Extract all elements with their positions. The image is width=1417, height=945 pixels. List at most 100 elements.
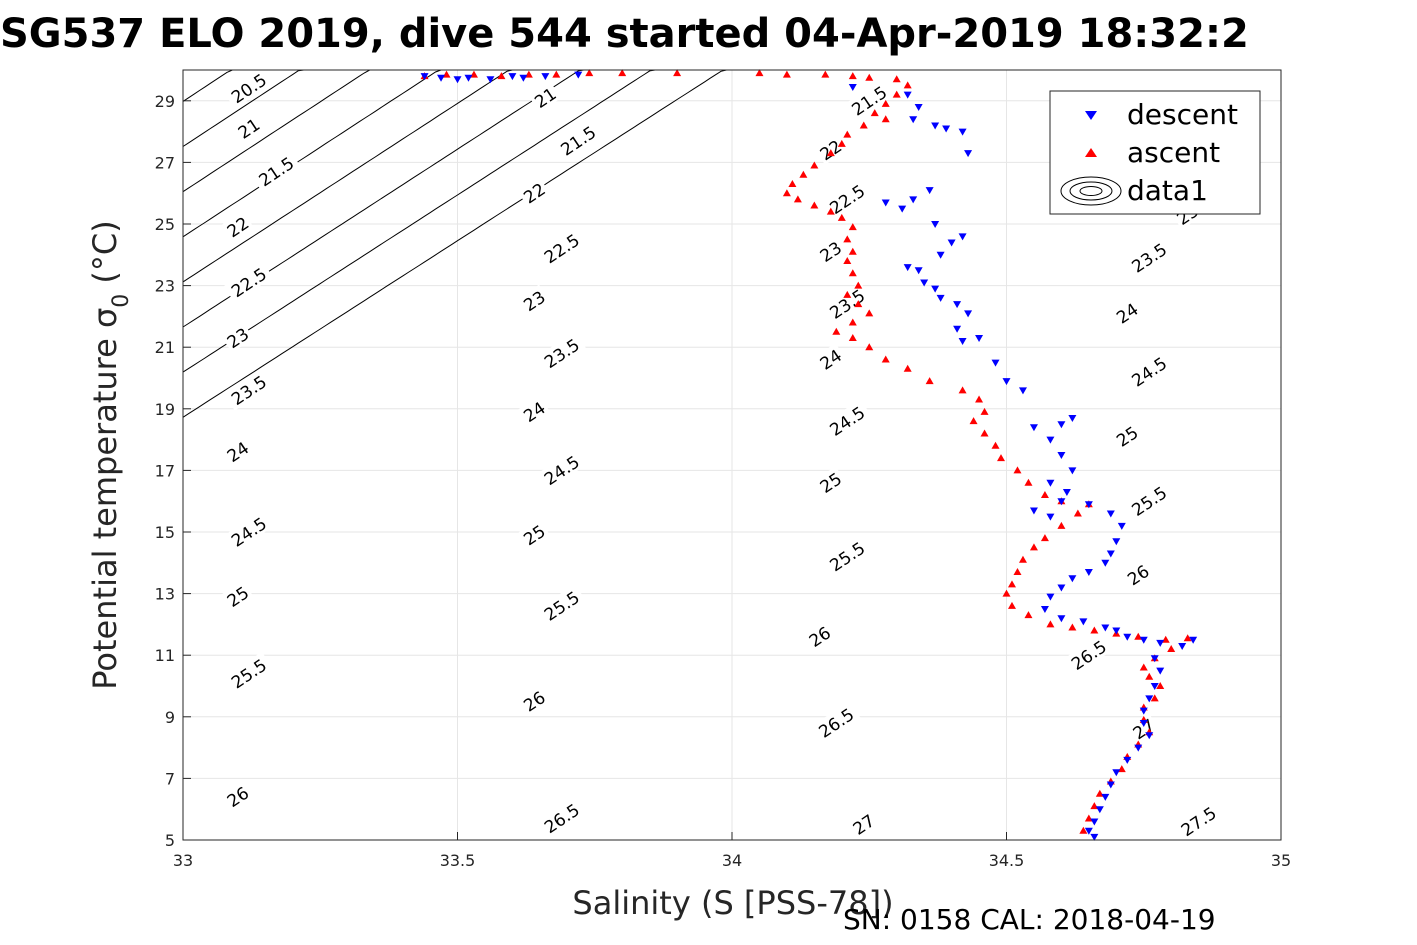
y-tick-label: 27 bbox=[155, 153, 175, 172]
contour-label-background bbox=[251, 149, 301, 192]
contour-label-background bbox=[536, 796, 586, 839]
contour-label-background bbox=[1173, 799, 1223, 842]
descent-point bbox=[975, 334, 984, 342]
ascent-point bbox=[618, 69, 627, 77]
contour-label-background bbox=[553, 118, 603, 162]
ascent-point bbox=[1007, 601, 1016, 609]
legend-descent-marker bbox=[1085, 111, 1097, 120]
ascent-point bbox=[832, 327, 841, 335]
descent-point bbox=[931, 122, 940, 130]
ascent-point bbox=[997, 454, 1006, 462]
ascent-point bbox=[848, 223, 857, 231]
contour-label-background bbox=[802, 620, 836, 652]
ascent-point bbox=[892, 75, 901, 83]
isopycnal-line bbox=[182, 69, 732, 418]
descent-point bbox=[1106, 510, 1115, 518]
legend: descent ascent data1 bbox=[1049, 90, 1261, 215]
contour-label-background bbox=[846, 808, 880, 840]
contour-label-background bbox=[813, 133, 847, 165]
ascent-point bbox=[1068, 623, 1077, 631]
descent-point bbox=[958, 338, 967, 346]
grid bbox=[182, 70, 1282, 841]
descent-point bbox=[508, 73, 517, 81]
descent-point bbox=[925, 187, 934, 195]
descent-point bbox=[1101, 793, 1110, 801]
ascent-point bbox=[1057, 521, 1066, 529]
descent-point bbox=[1057, 615, 1066, 623]
ascent-point bbox=[552, 70, 561, 78]
descent-point bbox=[1106, 550, 1115, 558]
ascent-point bbox=[788, 179, 797, 187]
contour-label-background bbox=[223, 651, 273, 694]
descent-point bbox=[437, 74, 446, 82]
descent-point bbox=[964, 310, 973, 318]
ascent-point bbox=[1183, 634, 1192, 642]
descent-point bbox=[1145, 695, 1154, 703]
descent-point bbox=[881, 199, 890, 207]
descent-point bbox=[953, 325, 962, 333]
contour-label-background bbox=[528, 81, 562, 113]
contour-label-background bbox=[536, 331, 586, 374]
contour-label-background bbox=[1063, 633, 1113, 676]
descent-point bbox=[931, 285, 940, 293]
contour-labels: 20.52121.52222.52323.52424.52525.5262121… bbox=[220, 66, 1223, 842]
ascent-point bbox=[1013, 568, 1022, 576]
ascent-point bbox=[585, 69, 594, 77]
ascent-point bbox=[755, 69, 764, 77]
ascent-point bbox=[1007, 580, 1016, 588]
descent-point bbox=[1084, 501, 1093, 509]
descent-point bbox=[1112, 538, 1121, 546]
contour-label-background bbox=[1126, 712, 1160, 744]
contour-label-background bbox=[223, 510, 273, 553]
ascent-point bbox=[826, 149, 835, 157]
descent-point bbox=[1057, 421, 1066, 429]
y-tick-label: 5 bbox=[165, 831, 175, 850]
descent-point bbox=[1123, 756, 1132, 764]
descent-point bbox=[1090, 833, 1099, 841]
descent-point bbox=[1046, 479, 1055, 487]
ascent-point bbox=[1024, 478, 1033, 486]
descent-point bbox=[920, 279, 929, 287]
legend-box bbox=[1049, 90, 1261, 215]
ascent-point bbox=[865, 343, 874, 351]
descent-point bbox=[909, 196, 918, 204]
ascent-point bbox=[865, 309, 874, 317]
legend-descent-label: descent bbox=[1127, 98, 1238, 131]
descent-point bbox=[903, 91, 912, 99]
isopycnal-line bbox=[182, 69, 310, 147]
ascent-point bbox=[1139, 663, 1148, 671]
contour-label-background bbox=[223, 66, 273, 109]
ascent-point bbox=[1145, 672, 1154, 680]
descent-point bbox=[1040, 606, 1049, 613]
ascent-point bbox=[843, 256, 852, 264]
contour-label-background bbox=[223, 260, 273, 303]
descent-point bbox=[1046, 593, 1055, 601]
descent-point bbox=[958, 128, 967, 136]
legend-data1-label: data1 bbox=[1127, 174, 1208, 207]
ascent-point bbox=[821, 70, 830, 78]
y-axis-ticks: 5 7 9 11 13 15 17 19 21 23 25 27 29 bbox=[155, 92, 191, 850]
contour-label-background bbox=[220, 435, 254, 467]
ascent-point bbox=[1073, 509, 1082, 517]
contour-label-background bbox=[844, 78, 894, 122]
legend-ascent-marker bbox=[1085, 148, 1097, 157]
contour-label-background bbox=[1124, 349, 1174, 393]
contour-label-background bbox=[517, 284, 551, 316]
contour-label-background bbox=[220, 210, 254, 242]
contour-label-background bbox=[220, 780, 254, 812]
isopycnal-line bbox=[182, 69, 661, 373]
ascent-point bbox=[1029, 543, 1038, 551]
ascent-point bbox=[958, 386, 967, 394]
descent-point bbox=[453, 76, 462, 84]
contour-label-background bbox=[822, 399, 872, 442]
descent-point bbox=[420, 73, 429, 81]
contour-label-background bbox=[536, 448, 586, 491]
ascent-point bbox=[837, 213, 846, 221]
contour-label-background bbox=[223, 368, 273, 411]
descent-point bbox=[1029, 507, 1038, 515]
descent-point bbox=[1139, 636, 1148, 644]
contour-label-background bbox=[822, 177, 872, 220]
descent-point bbox=[1062, 488, 1071, 496]
ascent-point bbox=[1134, 632, 1143, 640]
ascent-point bbox=[848, 247, 857, 255]
